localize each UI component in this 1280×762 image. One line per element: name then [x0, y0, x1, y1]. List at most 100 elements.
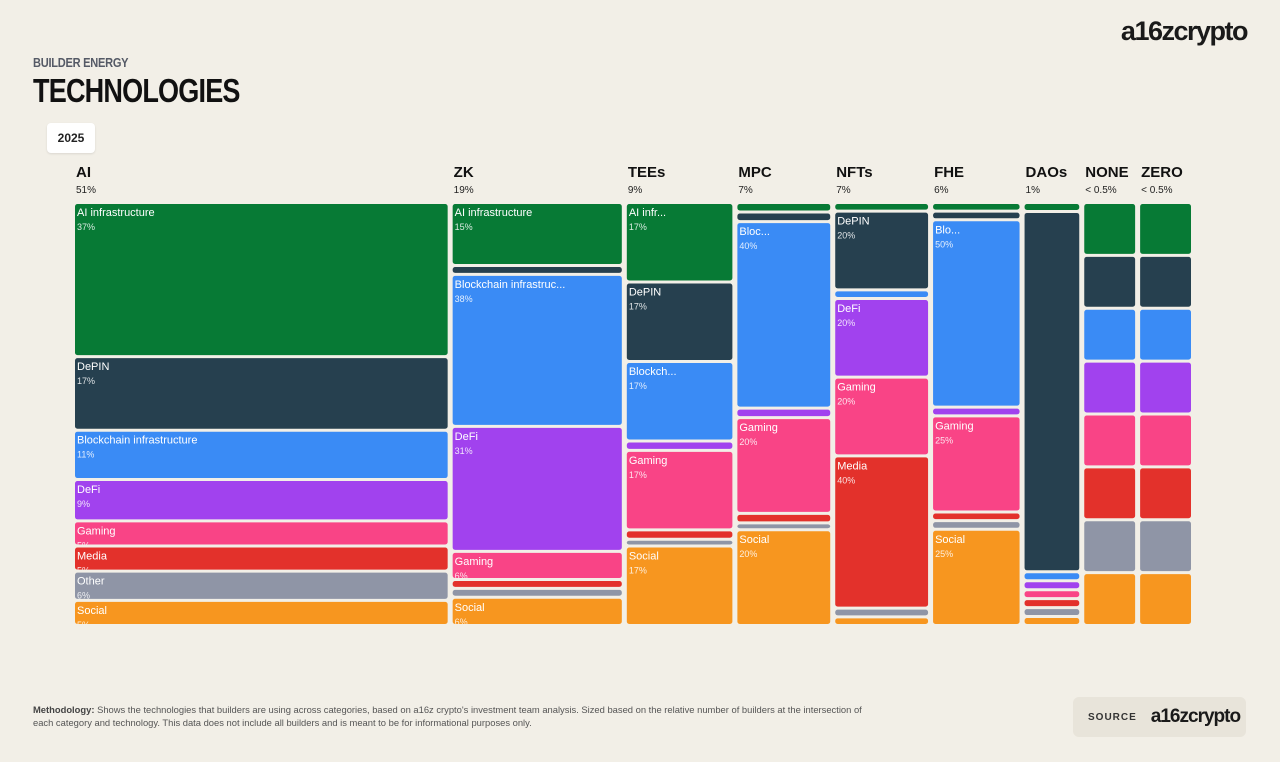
segment-label-box: Media 40%	[837, 460, 868, 485]
segment	[835, 212, 929, 289]
segment	[835, 204, 929, 210]
segment	[626, 451, 733, 529]
segment	[1084, 415, 1136, 466]
segment-label: DePIN	[77, 361, 109, 373]
group-share: < 0.5%	[1141, 185, 1173, 196]
group-name: DAOs	[1026, 164, 1068, 181]
segment	[1084, 362, 1136, 413]
segment	[835, 618, 929, 624]
segment-label: Gaming	[739, 422, 778, 434]
group-name: ZK	[454, 164, 474, 181]
segment	[1084, 309, 1136, 360]
segment-value-label: 31%	[455, 446, 473, 456]
segment	[1140, 204, 1191, 254]
segment	[626, 362, 733, 440]
segment-label: DePIN	[837, 216, 869, 228]
segment	[1084, 468, 1136, 519]
segment-label-box: Other< 0.5%	[629, 544, 657, 545]
source-label: SOURCE	[1088, 711, 1137, 723]
group-name: NONE	[1085, 164, 1128, 181]
segment-value-label: 17%	[629, 222, 647, 232]
segment-label: Blockch...	[629, 366, 677, 378]
segment	[737, 524, 831, 529]
segment-label: AI infr...	[629, 207, 666, 219]
segment-label: Gaming	[935, 420, 974, 432]
segment	[1084, 204, 1136, 254]
segment-label-box: AI infrastructure 37%	[77, 207, 155, 232]
segment-value-label: 50%	[935, 239, 953, 249]
segment-value-label: 25%	[935, 549, 953, 559]
segment	[1024, 212, 1080, 571]
segment	[933, 204, 1020, 210]
segment-value-label: 25%	[935, 435, 953, 445]
segment	[737, 204, 831, 211]
segment-label: Other	[739, 527, 767, 539]
segment-value-label: 6%	[455, 571, 468, 581]
segment-label: Media	[837, 460, 868, 472]
segment	[835, 300, 929, 376]
group-share: 6%	[934, 185, 949, 196]
segment-label-box: Gaming 5%	[77, 525, 116, 544]
segment	[75, 601, 448, 624]
segment-value-label: 38%	[455, 294, 473, 304]
segment-label: Blockchain infrastructure	[77, 435, 197, 447]
segment-value-label: 17%	[629, 470, 647, 480]
group-name: MPC	[738, 164, 772, 181]
segment-label: Gaming	[837, 382, 876, 394]
group-share: 19%	[454, 185, 474, 196]
segment	[626, 442, 733, 449]
segment-label-box: Bloc... 40%	[739, 226, 770, 251]
segment	[737, 223, 831, 407]
segment-value-label: 9%	[77, 499, 90, 509]
segment-label-box: Media 5%	[77, 550, 108, 569]
logo: a16zcrypto	[1120, 16, 1249, 46]
group-share: 9%	[628, 185, 643, 196]
segment-label: AI infrastructure	[77, 207, 155, 219]
segment-value-label: 20%	[837, 397, 855, 407]
segment	[1084, 256, 1136, 307]
segment-label: Blo...	[935, 224, 960, 236]
segment-label: Bloc...	[739, 226, 770, 238]
year-button[interactable]: 2025	[47, 123, 95, 153]
segment-label: AI infrastructure	[455, 207, 533, 219]
segment-label: Social	[739, 534, 769, 546]
segment-label-box: DePIN 17%	[629, 286, 661, 311]
segment	[452, 427, 622, 550]
group-share: < 0.5%	[1085, 185, 1117, 196]
segment	[737, 409, 831, 417]
segment-label-box: Gaming 6%	[455, 556, 494, 581]
group-name: FHE	[934, 164, 964, 181]
segment-label: Other	[77, 576, 105, 588]
segment-value-label: 17%	[629, 566, 647, 576]
group-name: TEEs	[628, 164, 666, 181]
segment-value-label: 20%	[837, 318, 855, 328]
segment	[452, 552, 622, 579]
group-share: 7%	[738, 185, 753, 196]
segment-value-label: 5%	[77, 620, 90, 630]
group-name: ZERO	[1141, 164, 1183, 181]
segment	[1140, 256, 1191, 307]
segment-value-label: 17%	[629, 301, 647, 311]
group-name: AI	[76, 164, 91, 181]
group-share: 51%	[76, 185, 96, 196]
segment	[452, 581, 622, 587]
segment-value-label: 17%	[77, 376, 95, 386]
segment-label-box: Gaming 17%	[629, 455, 668, 480]
source-logo: a16zcrypto	[1150, 706, 1241, 727]
segment	[933, 221, 1020, 406]
segment	[1024, 609, 1080, 616]
segment-label-box: Blo... 50%	[935, 224, 960, 249]
segment-label: Social	[629, 551, 659, 563]
segment	[75, 431, 448, 479]
segment-value-label: 17%	[629, 381, 647, 391]
segment-label: Blockchain infrastruc...	[455, 279, 566, 291]
segment-label-box: DeFi 20%	[837, 303, 860, 328]
segment-value-label: 20%	[739, 549, 757, 559]
segment-value-label: 6%	[455, 617, 468, 627]
segment-label-box: Other< 0.5%	[739, 527, 767, 539]
segment-label-box: Blockchain infrastruc... 38%	[455, 279, 566, 304]
segment	[933, 513, 1020, 520]
segment-label: Social	[77, 605, 107, 617]
segment	[933, 212, 1020, 219]
